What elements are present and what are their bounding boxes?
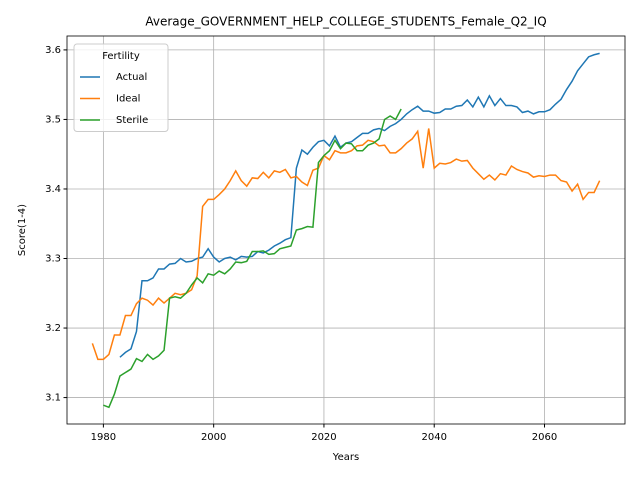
line [103,108,402,409]
plot-frame [66,35,626,425]
x-tick-label: 1980 [91,432,116,443]
y-tick-label: 3.4 [45,184,61,195]
line [91,128,601,361]
y-axis-label: Score(1-4) [17,204,28,256]
y-tick-label: 3.3 [45,254,61,265]
legend-label: Sterile [116,115,148,126]
x-tick-label: 2020 [311,432,336,443]
line [119,52,600,358]
x-tick-label: 2060 [532,432,557,443]
legend-label: Ideal [116,94,140,105]
legend-label: Actual [116,72,147,83]
x-tick-label: 2000 [201,432,226,443]
y-tick-label: 3.2 [45,323,61,334]
x-axis-label: Years [332,452,359,463]
y-tick-label: 3.5 [45,114,61,125]
y-tick-label: 3.6 [45,45,61,56]
y-tick-label: 3.1 [45,393,61,404]
x-tick-label: 2040 [421,432,446,443]
legend-box [73,43,169,132]
chart-title: Average_GOVERNMENT_HELP_COLLEGE_STUDENTS… [145,15,546,29]
legend-title: Fertility [102,51,140,62]
